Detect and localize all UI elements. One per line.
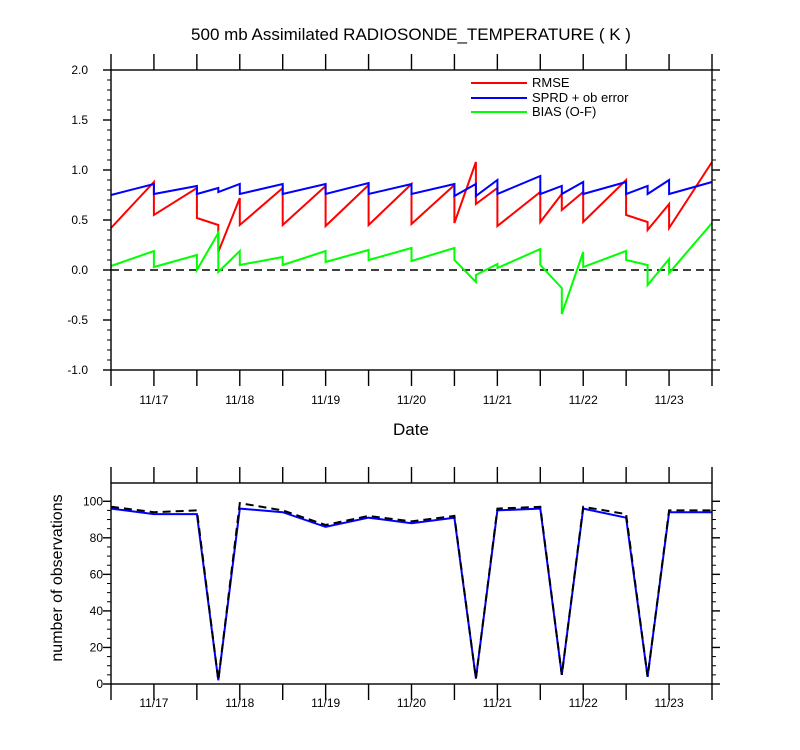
x-tick-label: 11/17 — [139, 393, 168, 407]
y-tick-label: 0.0 — [71, 263, 88, 277]
y-axis-title-observations: number of observations — [49, 494, 66, 661]
y-tick-label: 1.0 — [71, 163, 88, 177]
chart-title: 500 mb Assimilated RADIOSONDE_TEMPERATUR… — [191, 25, 631, 44]
y-tick-label: 60 — [90, 567, 104, 581]
legend-label-rmse: RMSE — [532, 75, 570, 90]
bottom-series-layer — [110, 501, 712, 681]
x-tick-label: 11/20 — [397, 393, 426, 407]
y-tick-label: 1.5 — [71, 113, 88, 127]
y-tick-label: 100 — [83, 494, 103, 508]
x-tick-label: 11/22 — [569, 393, 598, 407]
series-line-bias-o-f — [110, 222, 713, 315]
x-tick-label: 11/18 — [225, 393, 254, 407]
top-series-layer — [110, 161, 713, 315]
x-tick-label: 11/21 — [483, 393, 512, 407]
bottom-plot-frame — [110, 482, 713, 685]
series-line-sprd-ob-error — [110, 174, 713, 198]
y-tick-label: 80 — [90, 531, 104, 545]
x-tick-label: 11/19 — [311, 393, 340, 407]
x-tick-label: 11/18 — [225, 696, 254, 710]
observations-panel: 11/17 11/18 11/19 11/20 11/21 11/22 11/23 0 20 40… — [49, 467, 720, 710]
x-tick-label: 11/21 — [483, 696, 512, 710]
y-tick-label: 20 — [90, 640, 104, 654]
y-tick-label: -0.5 — [67, 313, 88, 327]
legend: RMSE SPRD + ob error BIAS (O-F) — [471, 75, 629, 119]
x-axis-title: Date — [393, 420, 429, 439]
x-tick-label: 11/23 — [655, 696, 684, 710]
top-plot-frame — [110, 69, 713, 371]
series-line-possible — [110, 501, 712, 681]
y-tick-label: -1.0 — [67, 363, 88, 377]
top-axes-layer: 11/17 11/18 11/19 11/20 11/21 11/22 11/23 -1.0 -… — [67, 54, 720, 407]
rmse-panel: 11/17 11/18 11/19 11/20 11/21 11/22 11/23 -1.0 -… — [67, 54, 720, 439]
legend-label-bias: BIAS (O-F) — [532, 104, 596, 119]
y-tick-label: 40 — [90, 604, 104, 618]
x-tick-label: 11/20 — [397, 696, 426, 710]
y-tick-label: 0 — [96, 677, 103, 691]
y-tick-label: 2.0 — [71, 63, 88, 77]
legend-label-sprd: SPRD + ob error — [532, 90, 629, 105]
y-tick-label: 0.5 — [71, 213, 88, 227]
series-line-used — [110, 507, 712, 681]
x-tick-label: 11/17 — [139, 696, 168, 710]
series-line-rmse — [110, 161, 713, 253]
bottom-axes-layer: 11/17 11/18 11/19 11/20 11/21 11/22 11/23 0 20 40… — [83, 467, 720, 710]
x-tick-label: 11/19 — [311, 696, 340, 710]
x-tick-label: 11/22 — [569, 696, 598, 710]
x-tick-label: 11/23 — [655, 393, 684, 407]
